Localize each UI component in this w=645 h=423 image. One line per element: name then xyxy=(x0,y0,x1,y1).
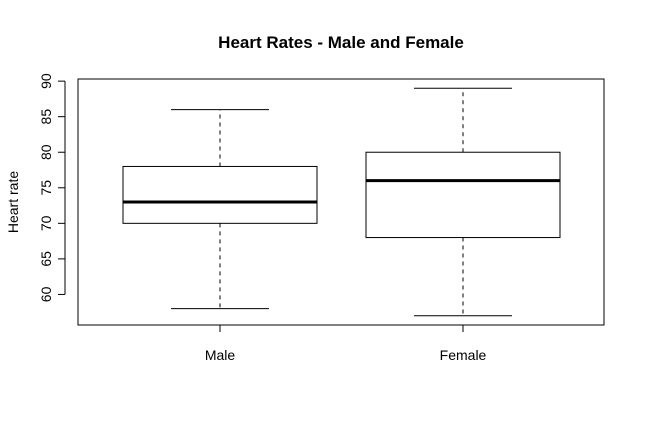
iqr-box xyxy=(365,151,561,239)
plot-frame xyxy=(77,78,605,326)
y-tick-label: 85 xyxy=(38,109,54,125)
y-axis-label: Heart rate xyxy=(5,171,21,233)
chart-title: Heart Rates - Male and Female xyxy=(218,33,464,52)
y-axis: 60 65 70 75 80 85 90 xyxy=(38,73,66,302)
box-male xyxy=(122,109,318,310)
x-axis: Male Female xyxy=(205,325,487,363)
y-tick-label: 65 xyxy=(38,251,54,267)
box-female xyxy=(365,87,561,317)
x-category-label: Male xyxy=(205,347,236,363)
y-tick-label: 75 xyxy=(38,180,54,196)
y-tick-label: 60 xyxy=(38,286,54,302)
x-category-label: Female xyxy=(440,347,487,363)
iqr-box xyxy=(122,165,318,224)
box-series xyxy=(122,87,561,317)
y-tick-label: 70 xyxy=(38,215,54,231)
y-tick-label: 80 xyxy=(38,144,54,160)
y-tick-label: 90 xyxy=(38,73,54,89)
